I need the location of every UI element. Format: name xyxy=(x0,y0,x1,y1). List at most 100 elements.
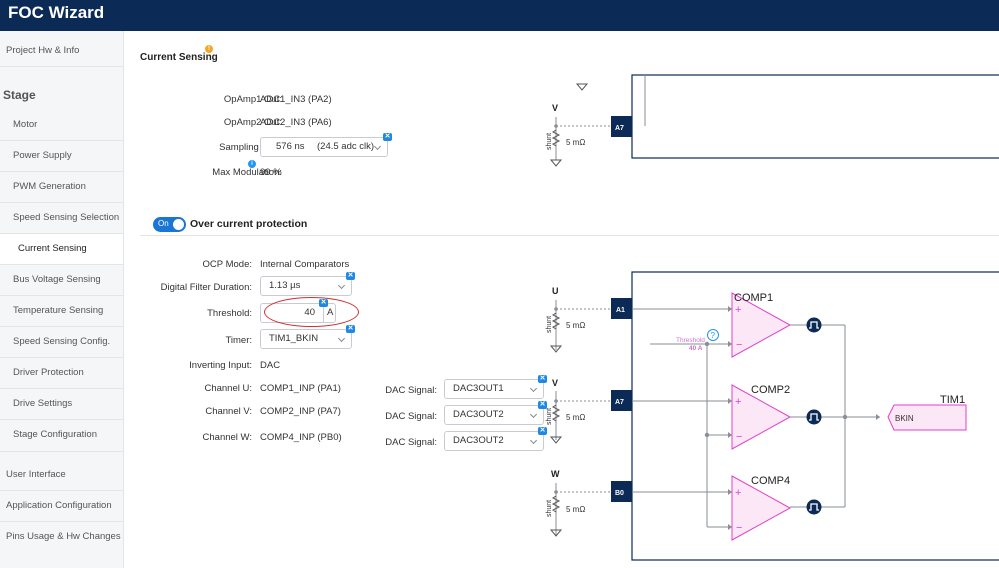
comp2-triangle xyxy=(731,384,792,450)
max-modulation-label: Max Modulation: xyxy=(212,167,282,178)
pin-u-label: A1 xyxy=(616,307,625,314)
sidebar-item-current-sensing[interactable]: Current Sensing xyxy=(0,234,123,264)
comp4-triangle xyxy=(731,475,792,541)
filter-icon xyxy=(806,499,822,515)
help-icon xyxy=(707,329,719,341)
sidebar-item-application-configuration[interactable]: Application Configuration xyxy=(6,500,112,511)
sidebar-item-project-hw-info[interactable]: Project Hw & Info xyxy=(6,45,80,56)
clear-icon[interactable]: ✕ xyxy=(346,272,355,280)
sidebar-item-temperature-sensing[interactable]: Temperature Sensing xyxy=(13,305,104,316)
svg-text:+: + xyxy=(735,396,741,408)
sidebar-item-user-interface[interactable]: User Interface xyxy=(6,469,66,480)
channel-u-value: COMP1_INP (PA1) xyxy=(260,383,341,394)
info-icon: i xyxy=(248,160,256,168)
ocp-toggle[interactable]: On xyxy=(153,217,186,232)
channel-w-label: Channel W: xyxy=(202,432,252,443)
inverting-input-label: Inverting Input: xyxy=(189,360,252,371)
comp1-triangle xyxy=(731,292,792,358)
ocp-mode-label: OCP Mode: xyxy=(202,259,252,270)
svg-text:+: + xyxy=(735,304,741,316)
threshold-diagram-label: Threshold xyxy=(676,337,705,344)
app-header: FOC Wizard xyxy=(0,0,999,31)
warning-icon: ! xyxy=(205,45,213,53)
comp2-label: COMP2 xyxy=(751,384,790,396)
shunt-v-label: shunt xyxy=(546,408,553,425)
ground-icon xyxy=(549,345,563,353)
ocp-title: Over current protection xyxy=(190,218,308,230)
sidebar-item-drive-settings[interactable]: Drive Settings xyxy=(13,398,73,409)
clear-icon[interactable]: ✕ xyxy=(346,325,355,333)
ground-icon xyxy=(575,83,589,91)
section-divider xyxy=(140,235,999,236)
tim1-label: TIM1 xyxy=(940,394,965,406)
timer-value: TIM1_BKIN xyxy=(269,333,319,344)
sidebar-item-power-supply[interactable]: Power Supply xyxy=(13,150,72,161)
top-shunt-resistor xyxy=(551,129,561,147)
dac-signal-u-label: DAC Signal: xyxy=(385,385,437,396)
main-panel: Current Sensing ! OpAmp1 Out: ADC1_IN3 (… xyxy=(124,31,999,568)
clear-icon[interactable]: ✕ xyxy=(383,133,392,141)
shunt-resistor-u xyxy=(551,312,561,330)
pin-box-u xyxy=(611,298,632,319)
sidebar-item-pins-usage[interactable]: Pins Usage & Hw Changes xyxy=(6,531,121,542)
svg-text:−: − xyxy=(736,339,742,351)
sidebar-item-bus-voltage-sensing[interactable]: Bus Voltage Sensing xyxy=(13,274,101,285)
clear-icon[interactable]: ✕ xyxy=(538,375,547,383)
sidebar-item-driver-protection[interactable]: Driver Protection xyxy=(13,367,84,378)
threshold-diagram-value: 40 A xyxy=(689,345,703,352)
ground-icon xyxy=(549,436,563,444)
inverting-input-value: DAC xyxy=(260,360,281,371)
dac-signal-u-value: DAC3OUT1 xyxy=(453,383,504,394)
ocp-mode-value: Internal Comparators xyxy=(260,259,350,270)
phase-w-res: 5 mΩ xyxy=(566,505,585,514)
shunt-u-label: shunt xyxy=(546,316,553,333)
pin-box-w xyxy=(611,481,632,502)
dac-signal-v-select[interactable]: DAC3OUT2 xyxy=(444,405,544,425)
top-shunt-label: shunt xyxy=(546,133,553,150)
svg-text:+: + xyxy=(735,487,741,499)
threshold-label: Threshold: xyxy=(207,308,252,319)
sidebar-item-motor[interactable]: Motor xyxy=(13,119,38,130)
bkin-label: BKIN xyxy=(895,414,914,423)
dac-signal-w-select[interactable]: DAC3OUT2 xyxy=(444,431,544,451)
digital-filter-select[interactable]: 1.13 µs xyxy=(260,276,352,296)
tim1-block xyxy=(887,404,967,431)
sidebar-item-speed-sensing-config[interactable]: Speed Sensing Config. xyxy=(13,336,111,347)
ground-icon xyxy=(549,159,563,167)
phase-u-label: U xyxy=(552,286,559,296)
sidebar-item-speed-sensing-selection[interactable]: Speed Sensing Selection xyxy=(13,212,120,223)
timer-select[interactable]: TIM1_BKIN xyxy=(260,329,352,349)
opamp2-value: ADC2_IN3 (PA6) xyxy=(260,117,332,128)
dac-signal-w-label: DAC Signal: xyxy=(385,437,437,448)
channel-w-value: COMP4_INP (PB0) xyxy=(260,432,342,443)
filter-icon xyxy=(806,317,822,333)
dac-signal-u-select[interactable]: DAC3OUT1 xyxy=(444,379,544,399)
sampling-time-label: Sampling time: xyxy=(219,142,282,153)
sidebar-item-pwm-generation[interactable]: PWM Generation xyxy=(13,181,86,192)
top-mcu-block xyxy=(631,74,999,159)
sampling-time-select[interactable]: 576 ns (24.5 adc clk) xyxy=(260,137,388,157)
highlight-annotation xyxy=(264,297,359,327)
top-pin-label: A7 xyxy=(615,125,624,132)
opamp2-label: OpAmp2 Out: xyxy=(223,117,282,128)
clear-icon[interactable]: ✕ xyxy=(538,427,547,435)
svg-text:−: − xyxy=(736,431,742,443)
sidebar-item-stage-configuration[interactable]: Stage Configuration xyxy=(13,429,97,440)
sampling-time-extra: (24.5 adc clk) xyxy=(317,141,375,152)
app-title: FOC Wizard xyxy=(8,3,105,22)
max-modulation-value: 99 % xyxy=(260,167,282,178)
digital-filter-value: 1.13 µs xyxy=(269,280,301,291)
toggle-knob xyxy=(173,219,184,230)
svg-text:−: − xyxy=(736,522,742,534)
pin-box-v xyxy=(611,390,632,411)
channel-v-value: COMP2_INP (PA7) xyxy=(260,406,341,417)
comp4-label: COMP4 xyxy=(751,475,790,487)
clear-icon[interactable]: ✕ xyxy=(538,401,547,409)
phase-w-label: W xyxy=(551,469,560,479)
shunt-w-label: shunt xyxy=(546,500,553,517)
dac-signal-v-label: DAC Signal: xyxy=(385,411,437,422)
sampling-time-value: 576 ns xyxy=(276,141,305,152)
filter-icon xyxy=(806,409,822,425)
channel-u-label: Channel U: xyxy=(204,383,252,394)
